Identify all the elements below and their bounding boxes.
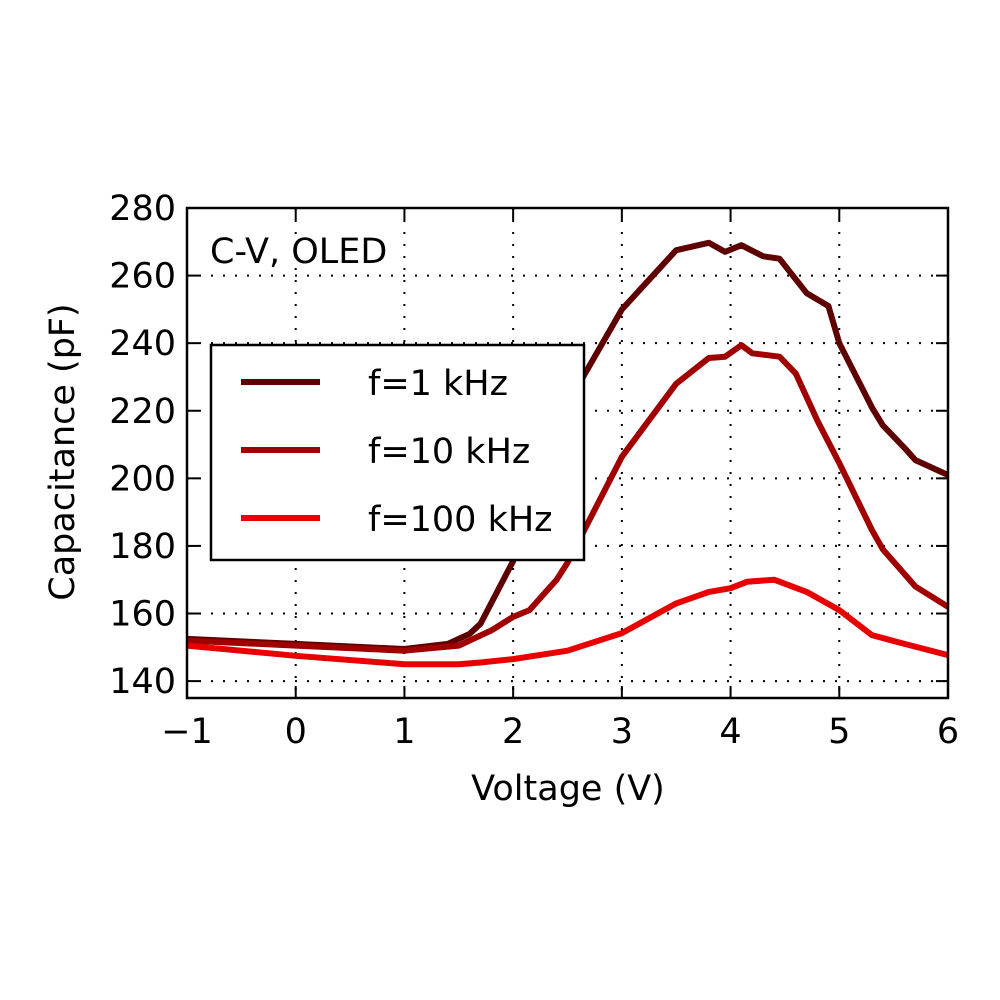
plot-frame xyxy=(185,206,950,700)
y-tick-label: 240 xyxy=(109,324,176,364)
x-tick-label: 0 xyxy=(285,712,307,752)
x-tick-label: 2 xyxy=(502,712,524,752)
x-tick-label: 4 xyxy=(719,712,741,752)
x-tick-label: 5 xyxy=(828,712,850,752)
x-tick-label: 1 xyxy=(393,712,415,752)
series-line-2 xyxy=(186,342,950,654)
chart-annotation: C-V, OLED xyxy=(210,232,387,272)
series-line-3 xyxy=(186,576,949,668)
x-axis-label: Voltage (V) xyxy=(471,769,665,809)
series-lines xyxy=(186,239,950,668)
series-line-1 xyxy=(186,239,950,652)
y-tick-label: 220 xyxy=(109,392,176,432)
axis-ticks: −1 0 1 2 3 4 5 6 140 160 180 200 220 240 260 280 xyxy=(109,189,959,752)
legend-label-3: f=100 kHz xyxy=(368,500,553,540)
legend-label-2: f=10 kHz xyxy=(368,432,530,472)
y-tick-label: 260 xyxy=(109,257,176,297)
legend: f=1 kHz f=10 kHz f=100 kHz xyxy=(209,343,586,562)
y-axis-label: Capacitance (pF) xyxy=(43,303,83,600)
x-tick-label: −1 xyxy=(161,712,213,752)
x-tick-label: 6 xyxy=(937,712,959,752)
y-tick-label: 160 xyxy=(109,595,176,635)
y-tick-label: 140 xyxy=(109,662,176,702)
x-tick-label: 3 xyxy=(611,712,633,752)
y-tick-label: 280 xyxy=(109,189,176,229)
y-tick-label: 180 xyxy=(109,527,176,567)
legend-label-1: f=1 kHz xyxy=(368,364,508,404)
y-tick-label: 200 xyxy=(109,459,176,499)
